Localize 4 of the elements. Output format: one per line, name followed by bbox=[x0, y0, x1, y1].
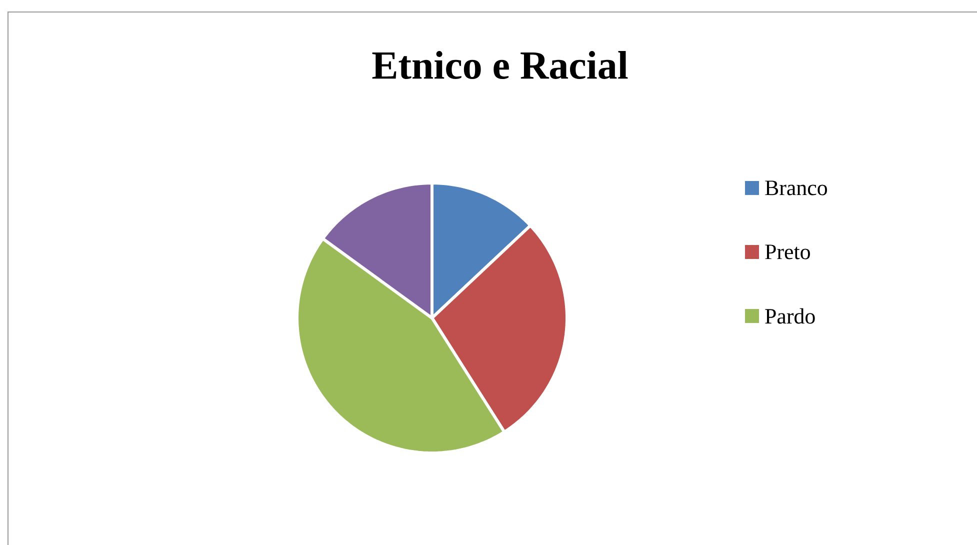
legend-label: Pardo bbox=[765, 308, 815, 324]
legend-label: Branco bbox=[765, 180, 827, 196]
chart-title: Etnico e Racial bbox=[372, 50, 628, 80]
legend-label: Preto bbox=[765, 244, 810, 260]
